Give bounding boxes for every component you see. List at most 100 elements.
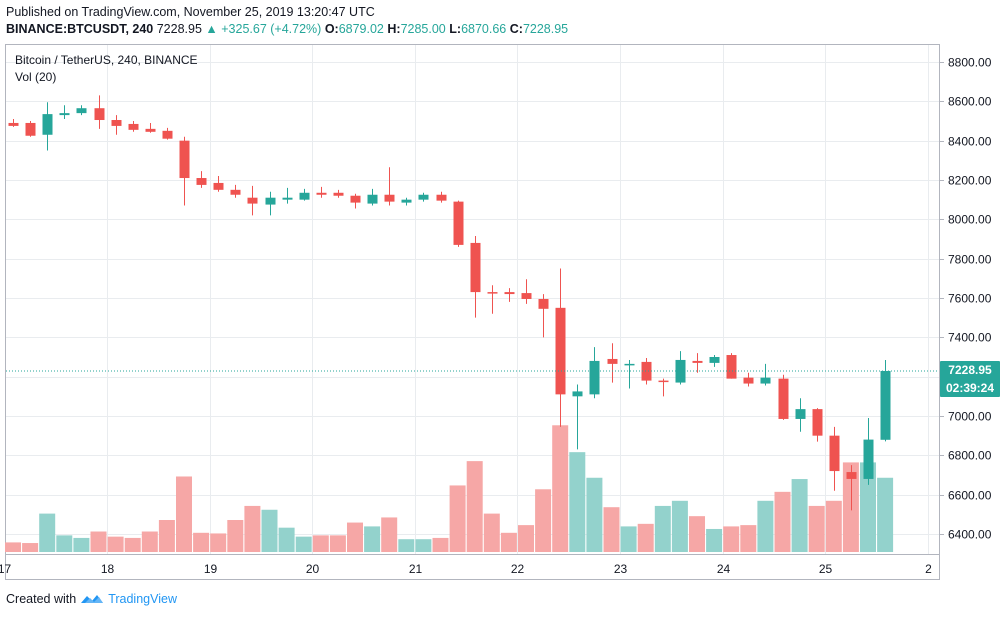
candle xyxy=(213,176,224,192)
volume-bar xyxy=(73,537,90,552)
candle xyxy=(76,105,87,116)
time-tick-label: 24 xyxy=(717,562,731,576)
close-value: 7228.95 xyxy=(522,22,569,36)
symbol-label: BINANCE:BTCUSDT, 240 xyxy=(6,22,154,36)
candle-body xyxy=(641,361,652,381)
volume-bar xyxy=(364,526,381,552)
candle-body xyxy=(436,194,447,201)
candle-body xyxy=(538,298,549,309)
candle xyxy=(42,102,53,151)
candle xyxy=(555,268,566,427)
candle xyxy=(333,189,344,198)
candle-body xyxy=(350,195,361,203)
candle-body xyxy=(675,359,686,383)
volume-bar xyxy=(552,425,569,552)
candle xyxy=(675,351,686,385)
candle xyxy=(316,186,327,198)
price-tick-label: 8200.00 xyxy=(948,174,992,188)
last-price: 7228.95 xyxy=(156,22,202,36)
volume-bar xyxy=(535,489,552,552)
time-tick-label: 22 xyxy=(511,562,525,576)
candle-body xyxy=(504,292,515,295)
candle-body xyxy=(145,128,156,132)
time-axis[interactable]: 17 18 19 20 21 22 23 24 25 2 xyxy=(0,562,932,576)
candle xyxy=(350,193,361,209)
candle-body xyxy=(795,409,806,419)
candle xyxy=(829,426,840,491)
candle-body xyxy=(230,189,241,195)
price-tick-label: 7800.00 xyxy=(948,253,992,267)
candle-body xyxy=(863,439,874,479)
candle-body xyxy=(521,293,532,299)
volume-bar xyxy=(398,539,415,552)
candle xyxy=(128,120,139,132)
volume-bar xyxy=(193,532,210,552)
price-axis[interactable]: 6400.006600.006800.007000.007200.007400.… xyxy=(939,56,992,542)
candle xyxy=(282,187,293,204)
candle-body xyxy=(333,192,344,196)
candle xyxy=(418,192,429,202)
candle-body xyxy=(265,197,276,205)
volume-bar xyxy=(347,522,363,552)
price-tick-label: 7000.00 xyxy=(948,410,992,424)
volume-bar xyxy=(671,500,688,552)
candle xyxy=(453,200,464,247)
candle xyxy=(521,279,532,304)
volume-bar xyxy=(158,520,175,552)
candle-body xyxy=(589,360,600,395)
volume-bar xyxy=(860,462,876,552)
candle xyxy=(145,122,156,133)
candle-body xyxy=(658,380,669,383)
candle xyxy=(25,120,36,137)
candle xyxy=(59,105,70,120)
volume-bar xyxy=(500,532,517,552)
volume-bar xyxy=(637,523,654,552)
candle xyxy=(795,398,806,432)
candle xyxy=(384,167,395,206)
volume-bar xyxy=(654,505,671,552)
volume-bar xyxy=(415,539,432,552)
time-tick-label: 21 xyxy=(409,562,423,576)
volume-bar xyxy=(449,485,466,552)
time-tick-label: 23 xyxy=(614,562,628,576)
volume-bar xyxy=(107,536,124,552)
volume-bar xyxy=(39,513,56,552)
tradingview-link[interactable]: TradingView xyxy=(108,592,177,606)
volume-bar xyxy=(774,491,791,552)
candle xyxy=(265,191,276,216)
candle-body xyxy=(111,120,122,126)
candle xyxy=(367,188,378,206)
volume-bar xyxy=(210,533,227,552)
candle-body xyxy=(692,360,703,363)
candle-body xyxy=(247,197,258,204)
candle-body xyxy=(282,197,293,200)
high-label: H: xyxy=(387,22,401,36)
created-with-label: Created with xyxy=(6,592,77,606)
candle-body xyxy=(418,194,429,200)
price-tick-label: 7400.00 xyxy=(948,331,992,345)
volume-bar xyxy=(312,535,329,552)
time-tick-label: 25 xyxy=(819,562,833,576)
volume-bar xyxy=(723,526,740,552)
volume-bar xyxy=(329,535,346,552)
candle-body xyxy=(401,199,412,203)
volume-bar xyxy=(877,477,894,552)
candle-body xyxy=(812,409,823,436)
candle xyxy=(743,372,754,387)
candle xyxy=(8,119,19,127)
candle xyxy=(401,197,412,206)
candle xyxy=(658,378,669,397)
candle-body xyxy=(726,355,737,379)
candle xyxy=(846,465,857,511)
volume-bars xyxy=(5,425,894,552)
candle-body xyxy=(25,122,36,136)
price-tag-countdown: 02:39:24 xyxy=(946,381,994,395)
candle xyxy=(726,353,737,379)
candle xyxy=(487,285,498,314)
candle xyxy=(760,363,771,386)
volume-bar xyxy=(569,452,586,552)
low-value: 6870.66 xyxy=(461,22,507,36)
candle-body xyxy=(196,178,207,185)
volume-bar xyxy=(381,517,398,552)
